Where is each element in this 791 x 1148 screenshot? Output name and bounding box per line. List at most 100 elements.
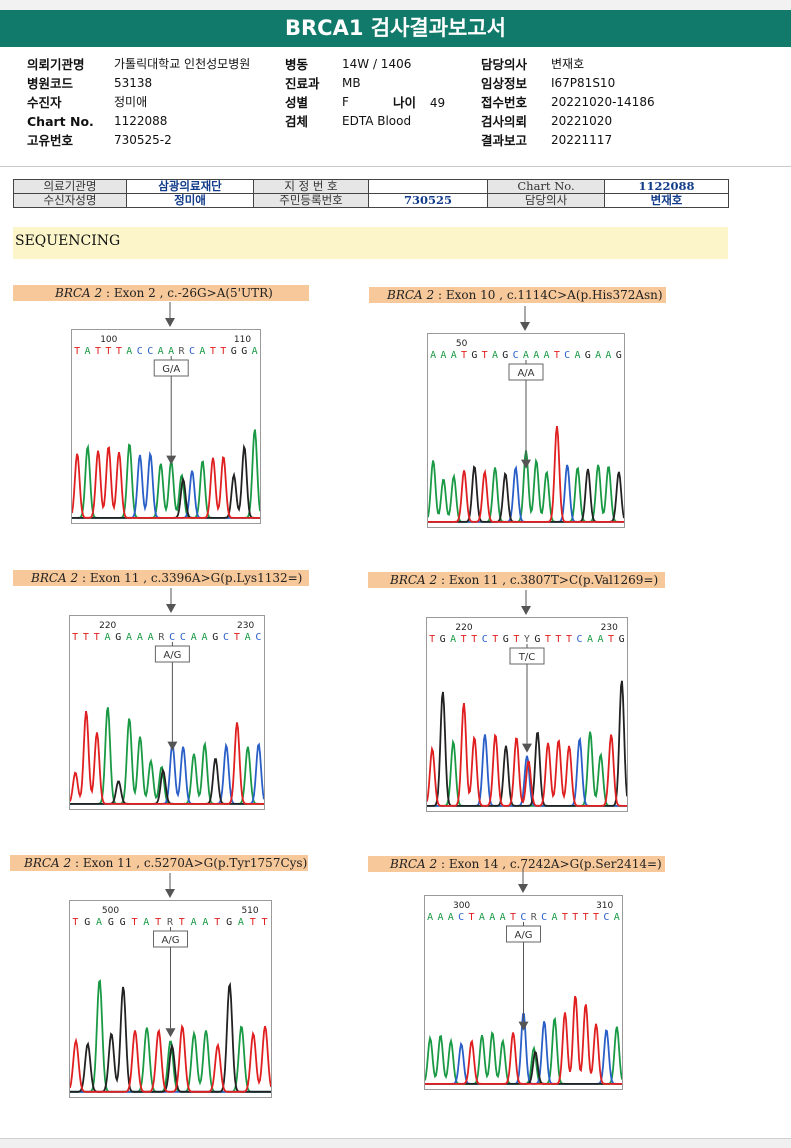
base-call: G bbox=[108, 917, 114, 928]
accession-value: 20221020-14186 bbox=[551, 95, 655, 109]
variant-arrow-icon bbox=[517, 868, 529, 894]
base-call: A bbox=[614, 912, 620, 923]
trace-g bbox=[70, 758, 264, 805]
base-call: T bbox=[555, 634, 561, 645]
info-label: 임상정보 bbox=[481, 76, 528, 91]
genotype-label: T/C bbox=[518, 652, 535, 663]
base-call: T bbox=[593, 912, 599, 923]
base-call: C bbox=[169, 632, 175, 643]
info-label: 검체 bbox=[285, 114, 309, 129]
position-label: 230 bbox=[601, 623, 618, 633]
base-call: T bbox=[72, 632, 78, 643]
base-call: A bbox=[448, 912, 454, 923]
patient-name-value: 정미애 bbox=[114, 95, 148, 109]
base-call: T bbox=[74, 346, 80, 357]
table-header: 주민등록번호 bbox=[253, 193, 369, 208]
variant-label: BRCA 2 : Exon 11 , c.3396A>G(p.Lys1132=) bbox=[13, 570, 309, 586]
info-label: 의뢰기관명 bbox=[27, 57, 85, 72]
sex-value: F bbox=[342, 95, 349, 109]
base-call: T bbox=[566, 634, 572, 645]
info-col-labels-3: 담당의사 임상정보 접수번호 검사의뢰 결과보고 bbox=[481, 55, 527, 150]
section-title: SEQUENCING bbox=[13, 227, 728, 259]
base-call: A bbox=[427, 912, 433, 923]
variant-detail: : Exon 11 , c.5270A>G(p.Tyr1757Cys) bbox=[71, 856, 308, 870]
position-label: 230 bbox=[237, 621, 254, 631]
base-call: A bbox=[587, 634, 593, 645]
base-call: T bbox=[461, 634, 467, 645]
base-call: A bbox=[143, 917, 149, 928]
base-call: A bbox=[168, 346, 174, 357]
request-date-value: 20221020 bbox=[551, 114, 613, 128]
variant-arrow-icon bbox=[520, 590, 532, 616]
chromatogram: 220 230 T G A T T C T G T Y G T T T C A A T G T/C bbox=[426, 617, 628, 812]
position-label: 50 bbox=[456, 339, 468, 349]
base-call: G bbox=[84, 917, 90, 928]
base-call: A bbox=[492, 350, 498, 361]
base-call: A bbox=[201, 632, 207, 643]
specimen-value: EDTA Blood bbox=[342, 114, 412, 128]
variant-arrow-icon bbox=[164, 873, 176, 899]
table-header: 담당의사 bbox=[487, 193, 605, 208]
base-call: A bbox=[595, 350, 601, 361]
base-call: A bbox=[574, 350, 580, 361]
trace-a bbox=[70, 978, 271, 1093]
info-label: 결과보고 bbox=[481, 133, 528, 148]
report-title: BRCA1 검사결과보고서 bbox=[0, 10, 791, 47]
base-call: A bbox=[437, 912, 443, 923]
base-call: G bbox=[120, 917, 126, 928]
base-call: G bbox=[534, 634, 540, 645]
pointer-arrow-icon bbox=[166, 455, 177, 465]
age-label: 나이 bbox=[393, 95, 417, 110]
base-call: G bbox=[616, 350, 622, 361]
base-call: A bbox=[598, 634, 604, 645]
chromatogram: 220 230 T T T A G A A A R C C A A G C T A C A/G bbox=[69, 615, 265, 810]
divider bbox=[0, 166, 791, 167]
variant-arrow-icon bbox=[519, 306, 531, 332]
base-call: T bbox=[461, 350, 467, 361]
base-call: C bbox=[223, 632, 229, 643]
chromatogram: 50 A A A T G T A G C A A A T C A G A A G A/A bbox=[427, 333, 625, 528]
table-cell: 삼광의료재단 bbox=[126, 179, 254, 194]
base-call: G bbox=[226, 917, 232, 928]
age-value: 49 bbox=[429, 96, 446, 110]
base-call: C bbox=[564, 350, 570, 361]
table-header: 수신자성명 bbox=[13, 193, 127, 208]
position-label: 220 bbox=[455, 623, 472, 633]
variant-detail: : Exon 11 , c.3396A>G(p.Lys1132=) bbox=[78, 571, 303, 585]
base-call: A bbox=[252, 346, 258, 357]
base-call: A bbox=[104, 632, 110, 643]
variant-label: BRCA 2 : Exon 11 , c.5270A>G(p.Tyr1757Cy… bbox=[10, 855, 308, 871]
gene-name: BRCA 2 bbox=[387, 288, 435, 302]
base-call: A bbox=[137, 632, 143, 643]
base-call: A bbox=[533, 350, 539, 361]
position-label: 220 bbox=[99, 621, 116, 631]
top-border bbox=[0, 0, 791, 10]
base-call: T bbox=[608, 634, 614, 645]
position-label: 300 bbox=[453, 901, 470, 911]
table-header: 지 정 번 호 bbox=[253, 179, 369, 194]
gene-name: BRCA 2 bbox=[31, 571, 79, 585]
base-call: A bbox=[126, 632, 132, 643]
base-call: A bbox=[523, 350, 529, 361]
base-call: T bbox=[429, 634, 435, 645]
gene-name: BRCA 2 bbox=[390, 857, 438, 871]
base-call: T bbox=[234, 632, 240, 643]
base-call: G bbox=[503, 634, 509, 645]
base-call: C bbox=[482, 634, 488, 645]
info-label: 검사의뢰 bbox=[481, 114, 528, 129]
base-call: A bbox=[96, 917, 102, 928]
base-call: G bbox=[585, 350, 591, 361]
base-call: T bbox=[131, 917, 137, 928]
chromatogram-svg: 50A A A T G T A G C A A A T C A G A A GA/A bbox=[428, 339, 624, 523]
base-call: G bbox=[231, 346, 237, 357]
variant-detail: : Exon 11 , c.3807T>C(p.Val1269=) bbox=[437, 573, 659, 587]
base-call: A bbox=[158, 346, 164, 357]
base-call: A bbox=[126, 346, 132, 357]
base-call: T bbox=[214, 917, 220, 928]
base-call: Y bbox=[524, 634, 530, 645]
gene-name: BRCA 2 bbox=[24, 856, 72, 870]
info-col-values-2: 14W / 1406 MB F EDTA Blood bbox=[342, 55, 411, 131]
